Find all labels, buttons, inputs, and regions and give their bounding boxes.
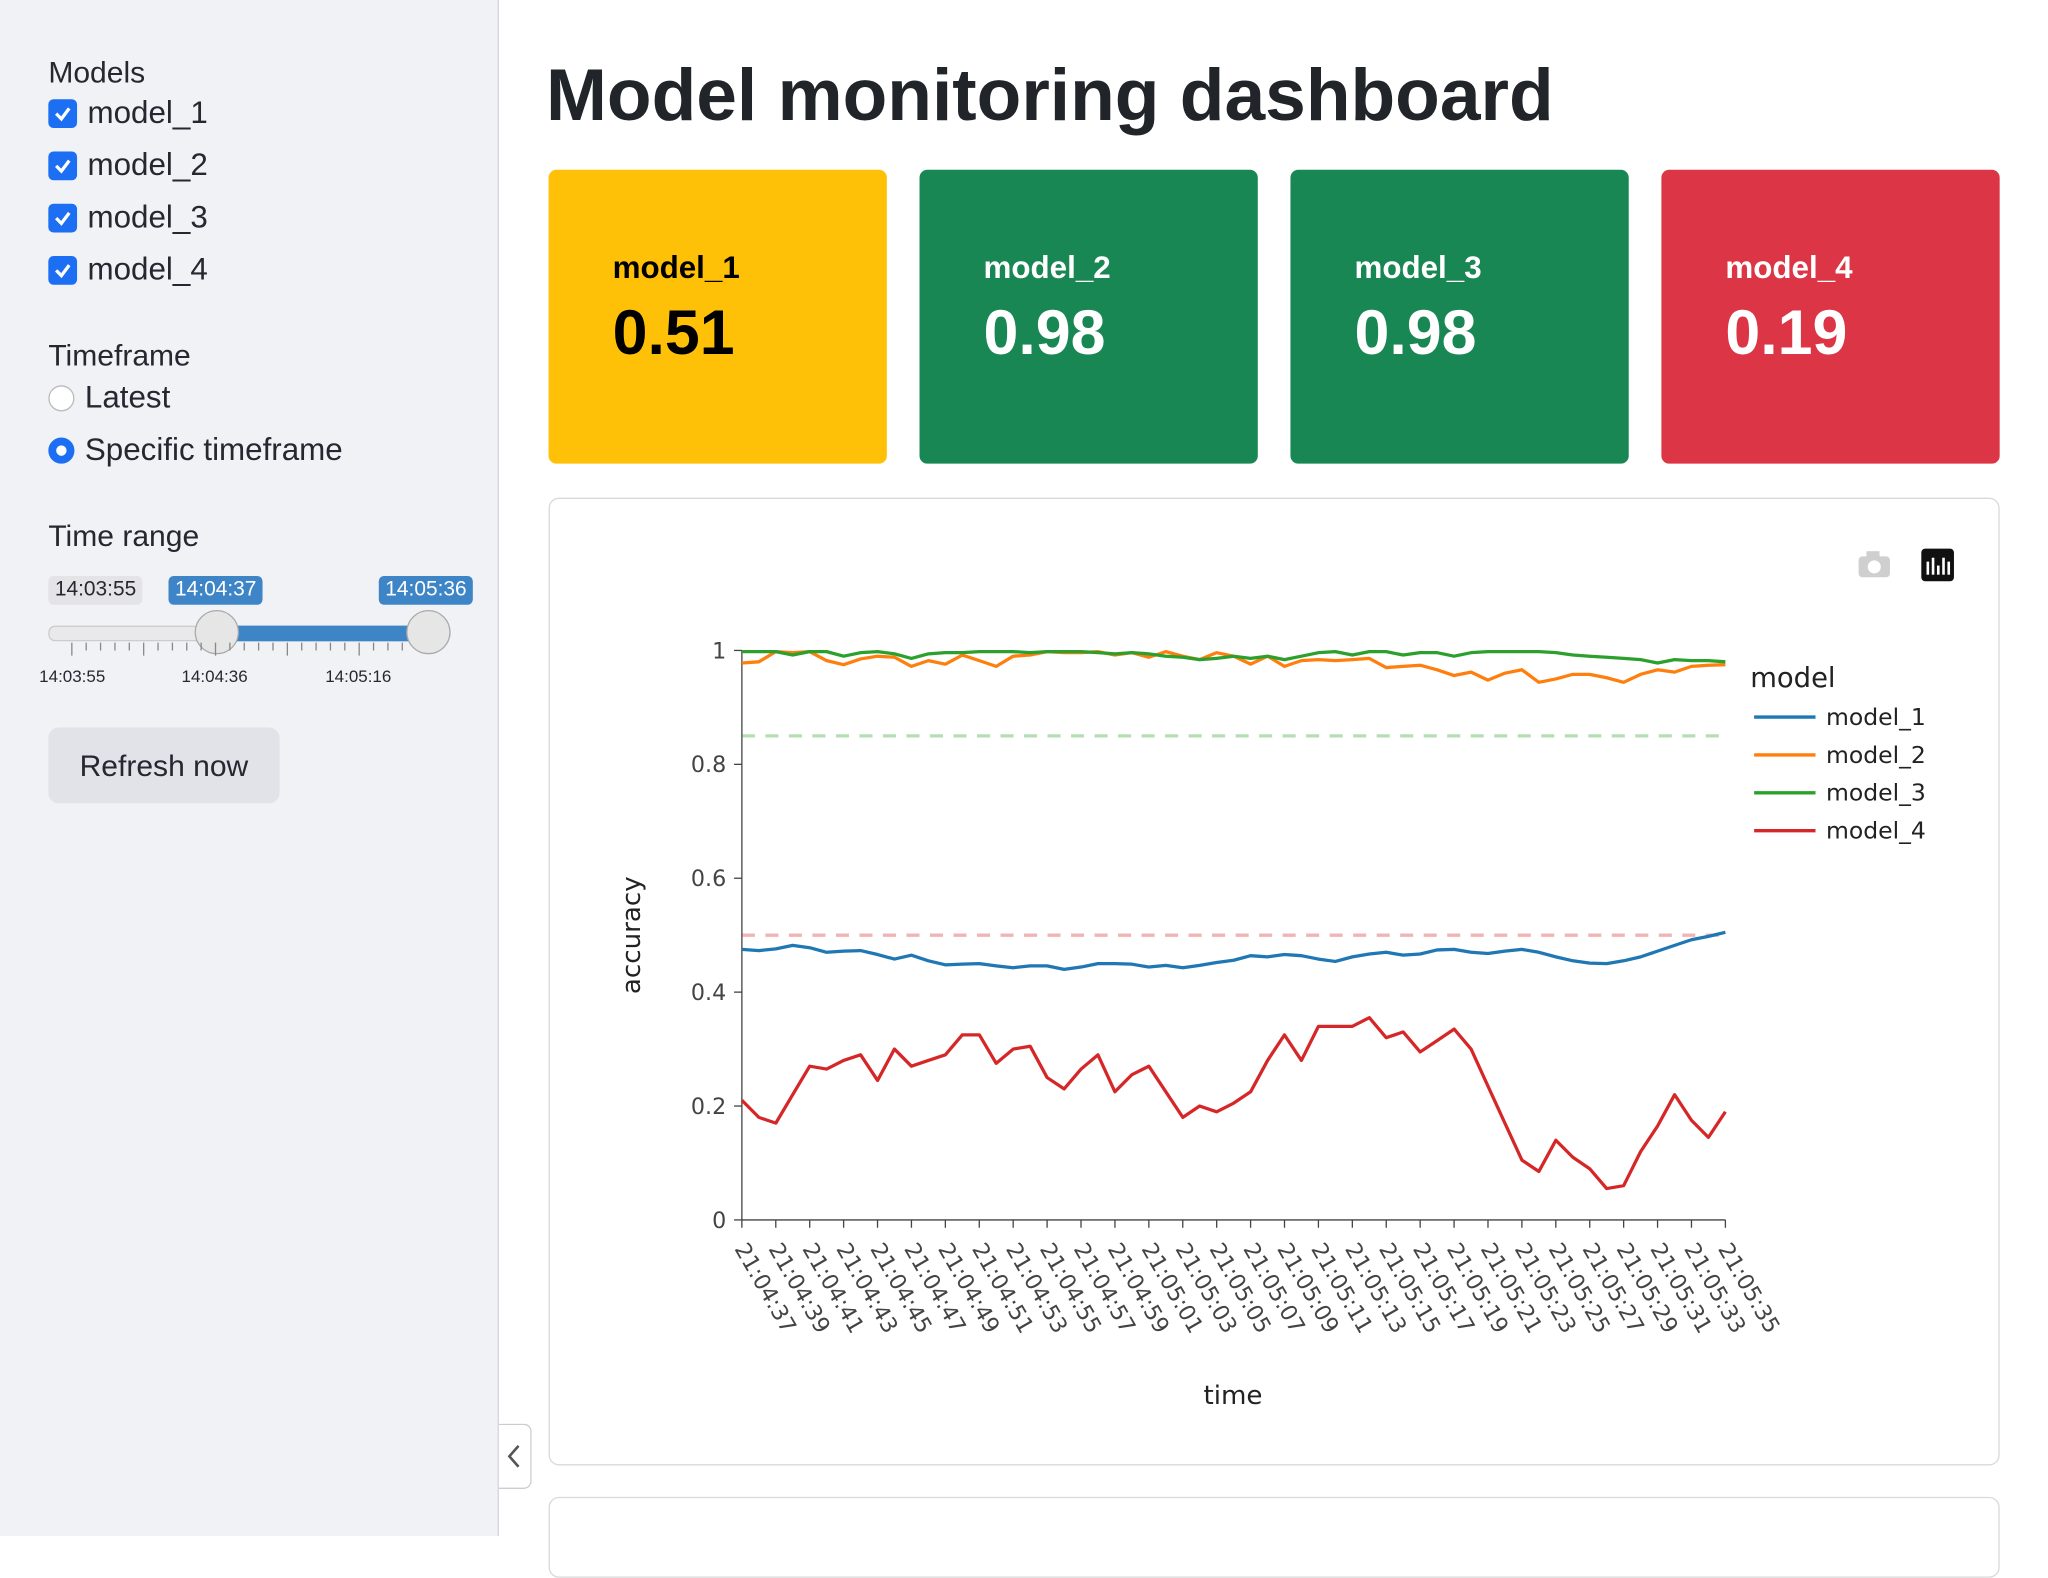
y-tick-label: 0.2 (691, 1094, 726, 1120)
slider-end: 14:05:36 (378, 575, 474, 605)
metric-card: model_3 0.98 (1290, 169, 1629, 464)
radio[interactable]: Specific timeframe (48, 431, 343, 470)
checkbox[interactable]: model_4 (48, 251, 208, 290)
radio-label: Latest (84, 380, 171, 416)
collapse-button[interactable] (498, 1423, 532, 1489)
plotly-logo[interactable] (1921, 548, 1954, 582)
slider-ticks (71, 642, 403, 656)
y-axis-title: accuracy (617, 876, 647, 994)
checkbox-label: model_1 (87, 95, 208, 131)
section-label: Models (48, 54, 146, 89)
card-value: 0.98 (1354, 299, 1477, 369)
checkbox-group: model_1 model_2 model_3 model_4 (48, 94, 208, 303)
checkbox[interactable]: model_1 (48, 94, 208, 133)
legend-title: model (1750, 663, 1835, 694)
series-line (741, 930, 1726, 972)
slider-handle[interactable] (194, 609, 240, 655)
slider-start: 14:04:37 (168, 575, 263, 605)
check-icon (55, 159, 71, 174)
slider-tick-label: 14:03:55 (39, 666, 106, 686)
x-axis-title: time (1203, 1381, 1262, 1411)
y-tick-label: 0.4 (691, 980, 726, 1006)
checkbox-box (48, 203, 78, 233)
app: Models model_1 model_2 model_3 model_4 Time… (0, 0, 2000, 1578)
check-icon (55, 211, 71, 226)
checkbox-label: model_4 (87, 252, 208, 288)
check-icon (55, 107, 71, 122)
refresh-button[interactable]: Refresh now (48, 727, 280, 804)
slider-handle[interactable] (406, 609, 451, 655)
checkbox[interactable]: model_3 (48, 199, 208, 238)
slider-range (216, 625, 428, 642)
slider-min: 14:03:55 (48, 575, 143, 605)
card-label: model_2 (983, 250, 1111, 287)
metric-card: model_4 0.19 (1661, 169, 2000, 464)
series-line (740, 1016, 1727, 1191)
checkbox-box (48, 255, 78, 285)
radio-circle (48, 437, 75, 464)
card-value: 0.51 (612, 299, 735, 369)
slider-tick-label: 14:05:16 (325, 666, 392, 686)
radio[interactable]: Latest (48, 379, 342, 418)
page-title: Model monitoring dashboard (545, 53, 1554, 136)
legend-label: model_2 (1826, 741, 1926, 769)
checkbox-box (48, 99, 78, 128)
legend-label: model_4 (1826, 817, 1926, 845)
y-tick-label: 1 (712, 638, 726, 664)
chevron-icon (507, 1445, 520, 1468)
series-line (741, 649, 1726, 665)
checkbox[interactable]: model_2 (48, 146, 208, 185)
radio-circle (48, 385, 75, 412)
y-tick-label: 0.6 (691, 866, 726, 892)
legend-label: model_3 (1826, 779, 1926, 807)
card-label: model_4 (1725, 250, 1853, 287)
slider-tick-label: 14:04:36 (181, 666, 248, 686)
card-value: 0.19 (1725, 299, 1848, 369)
metric-card: model_2 0.98 (919, 169, 1258, 464)
checkbox-box (48, 151, 78, 181)
sidebar: Models model_1 model_2 model_3 model_4 Time… (0, 0, 499, 1536)
y-tick-label: 0 (712, 1208, 726, 1234)
radio-label: Specific timeframe (84, 432, 343, 468)
check-icon (55, 264, 71, 279)
radio-group: Latest Specific timeframe (48, 379, 343, 483)
camera-icon[interactable] (1858, 551, 1890, 578)
section-label: Timeframe (48, 338, 191, 373)
page: {"sidebar": { "models": {"label": "Model… (0, 0, 2000, 1578)
card-value: 0.98 (983, 299, 1106, 369)
y-tick-label: 0.8 (691, 752, 726, 778)
chart-card (548, 497, 2000, 1466)
card-label: model_3 (1354, 250, 1482, 287)
section-label: Time range (48, 518, 200, 553)
checkbox-label: model_2 (87, 147, 208, 183)
legend-label: model_1 (1826, 703, 1926, 731)
modebar (1858, 548, 1954, 582)
checkbox-label: model_3 (87, 199, 208, 236)
chart: 00.20.40.60.8121:04:3721:04:3921:04:4121… (617, 548, 1954, 1411)
metric-card: model_1 0.51 (548, 169, 887, 464)
card-label: model_1 (612, 250, 740, 287)
